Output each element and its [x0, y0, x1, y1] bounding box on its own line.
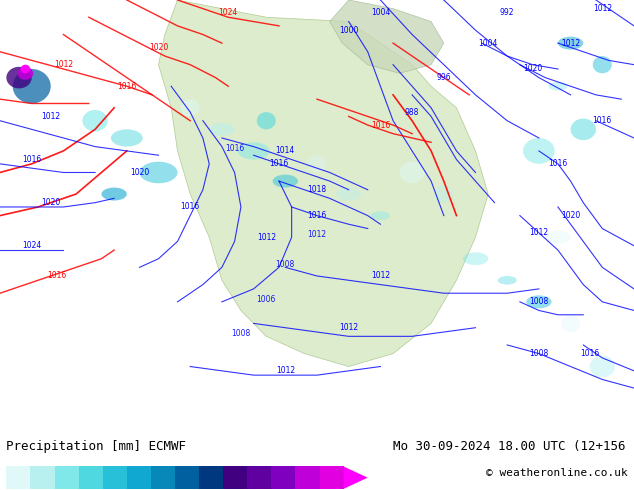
Ellipse shape — [209, 123, 235, 136]
Text: 1012: 1012 — [529, 228, 548, 237]
Bar — [247, 466, 271, 489]
Ellipse shape — [307, 155, 327, 172]
Ellipse shape — [498, 276, 517, 285]
Text: 1008: 1008 — [231, 329, 250, 338]
Text: 1016: 1016 — [48, 271, 67, 280]
Bar — [175, 466, 199, 489]
Text: 1016: 1016 — [307, 211, 327, 220]
Text: Precipitation [mm] ECMWF: Precipitation [mm] ECMWF — [6, 440, 186, 453]
Text: 1012: 1012 — [307, 230, 327, 239]
Text: 1016: 1016 — [225, 144, 244, 153]
Text: 1016: 1016 — [580, 349, 599, 358]
Text: 1024: 1024 — [219, 8, 238, 18]
Text: 1004: 1004 — [479, 39, 498, 48]
Text: 1004: 1004 — [371, 8, 390, 18]
Bar — [6, 466, 30, 489]
Text: 1020: 1020 — [149, 43, 168, 52]
Ellipse shape — [571, 119, 596, 140]
Ellipse shape — [399, 162, 425, 183]
Ellipse shape — [181, 99, 200, 117]
Bar — [151, 466, 175, 489]
Text: 1012: 1012 — [371, 271, 390, 280]
Ellipse shape — [17, 67, 33, 80]
Text: 996: 996 — [436, 73, 451, 82]
Text: 1016: 1016 — [371, 121, 390, 129]
Text: 1018: 1018 — [307, 185, 327, 194]
Bar — [271, 466, 295, 489]
Text: 1016: 1016 — [269, 159, 288, 169]
Text: 992: 992 — [500, 8, 514, 18]
Bar — [103, 466, 127, 489]
Bar — [127, 466, 151, 489]
Text: 1016: 1016 — [548, 159, 567, 169]
Ellipse shape — [101, 188, 127, 200]
Text: © weatheronline.co.uk: © weatheronline.co.uk — [486, 468, 628, 478]
Text: 1008: 1008 — [529, 349, 548, 358]
Text: 1020: 1020 — [561, 211, 580, 220]
Ellipse shape — [336, 188, 361, 200]
Ellipse shape — [593, 56, 612, 74]
Text: 1016: 1016 — [117, 82, 136, 91]
Ellipse shape — [526, 295, 552, 308]
Bar — [223, 466, 247, 489]
Bar — [199, 466, 223, 489]
Text: 1012: 1012 — [276, 367, 295, 375]
Bar — [79, 466, 103, 489]
Text: 1012: 1012 — [41, 112, 60, 121]
Bar — [320, 466, 344, 489]
Text: 1012: 1012 — [54, 60, 73, 69]
Text: Mo 30-09-2024 18.00 UTC (12+156: Mo 30-09-2024 18.00 UTC (12+156 — [393, 440, 626, 453]
Text: 1014: 1014 — [276, 147, 295, 155]
Ellipse shape — [590, 356, 615, 377]
Ellipse shape — [561, 315, 580, 332]
Ellipse shape — [548, 82, 567, 91]
Ellipse shape — [273, 174, 298, 188]
Ellipse shape — [523, 138, 555, 164]
Ellipse shape — [82, 110, 108, 131]
Ellipse shape — [558, 37, 583, 49]
Text: 1008: 1008 — [276, 260, 295, 270]
Polygon shape — [158, 0, 488, 367]
Bar — [55, 466, 79, 489]
Ellipse shape — [371, 211, 390, 220]
Ellipse shape — [139, 162, 178, 183]
Text: 1024: 1024 — [22, 241, 41, 250]
Text: 1000: 1000 — [339, 25, 358, 35]
Text: 1012: 1012 — [339, 323, 358, 332]
Ellipse shape — [13, 69, 51, 103]
Polygon shape — [344, 466, 368, 489]
Ellipse shape — [463, 252, 488, 265]
Text: 1016: 1016 — [181, 202, 200, 212]
Text: 1020: 1020 — [523, 65, 542, 74]
Text: 1006: 1006 — [257, 295, 276, 304]
Ellipse shape — [257, 112, 276, 129]
Ellipse shape — [434, 185, 453, 203]
Ellipse shape — [545, 231, 571, 244]
Text: 988: 988 — [405, 108, 419, 117]
Text: 1016: 1016 — [593, 116, 612, 125]
Text: 1012: 1012 — [593, 4, 612, 13]
Polygon shape — [330, 0, 444, 74]
Bar — [295, 466, 320, 489]
Ellipse shape — [238, 142, 269, 160]
Ellipse shape — [6, 67, 32, 88]
Bar — [30, 466, 55, 489]
Text: 1012: 1012 — [257, 233, 276, 242]
Text: 1020: 1020 — [130, 168, 149, 177]
Ellipse shape — [111, 129, 143, 147]
Text: 1020: 1020 — [41, 198, 60, 207]
Ellipse shape — [20, 65, 30, 74]
Text: 1008: 1008 — [529, 297, 548, 306]
Text: 1012: 1012 — [561, 39, 580, 48]
Text: 1016: 1016 — [22, 155, 41, 164]
